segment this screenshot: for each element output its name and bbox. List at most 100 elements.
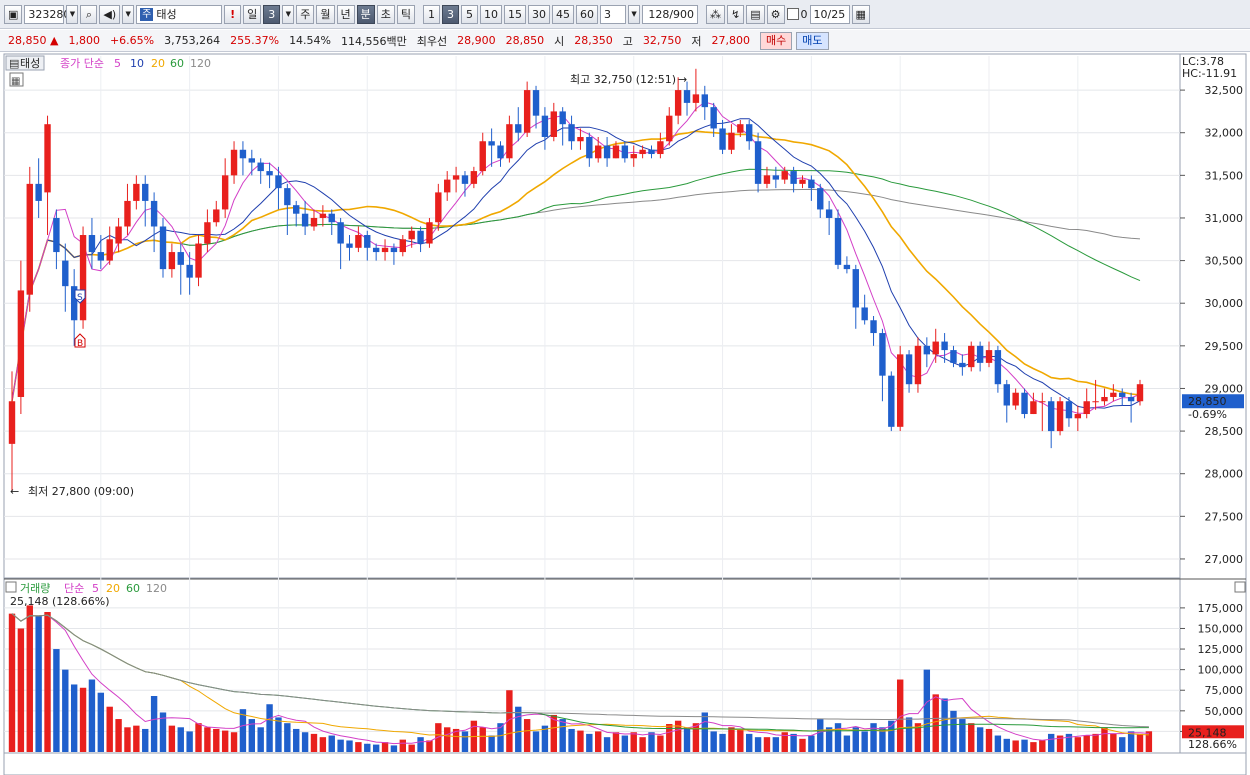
candle-body <box>328 213 335 223</box>
period-minute-button[interactable]: 분 <box>356 4 375 24</box>
price-change-pct: +6.65% <box>109 34 155 47</box>
volume-bar <box>399 739 407 752</box>
candle-body <box>1039 401 1046 403</box>
ma-line <box>11 130 1141 402</box>
save-icon[interactable]: ▤ <box>746 4 765 24</box>
candle-body <box>968 345 975 368</box>
price-tick-label: 31,000 <box>1205 212 1244 225</box>
candle-body <box>959 362 966 368</box>
high-price: 32,750 <box>642 34 682 47</box>
candle-body <box>692 94 700 103</box>
price-tick-label: 32,000 <box>1205 127 1244 140</box>
legend-ma5: 5 <box>114 57 121 70</box>
indicator-icon[interactable]: ⁂ <box>706 4 726 24</box>
price-change: 1,800 <box>68 34 100 47</box>
stock-code-input[interactable]: 323280 <box>24 4 70 24</box>
period-day-button[interactable]: 일 <box>243 4 262 24</box>
price-tick-label: 27,500 <box>1205 510 1244 523</box>
interval-5-button[interactable]: 5 <box>461 4 479 24</box>
candle-body <box>666 115 673 142</box>
gear-icon[interactable]: ⚙ <box>766 4 785 24</box>
volume-bar <box>923 669 931 752</box>
date-input[interactable]: 10/25 <box>809 4 850 24</box>
period-day-count[interactable]: 3 <box>263 4 281 24</box>
candle-body <box>355 235 362 248</box>
candle-body <box>35 183 42 201</box>
calendar-icon[interactable]: ▦ <box>851 4 870 24</box>
interval-45-button[interactable]: 45 <box>552 4 575 24</box>
volume-bar <box>506 690 513 752</box>
period-week-button[interactable]: 주 <box>296 4 315 24</box>
sell-button[interactable]: 매도 <box>796 31 829 50</box>
interval-1-button[interactable]: 1 <box>423 4 441 24</box>
volume-tick-label: 125,000 <box>1198 643 1244 656</box>
volume-bar <box>381 742 389 752</box>
speaker-icon[interactable]: ◀) <box>99 4 121 24</box>
volume-bar <box>719 733 726 752</box>
volume-bar <box>355 742 362 752</box>
volume-settings-icon[interactable] <box>5 581 17 593</box>
volume-bar <box>1136 733 1144 752</box>
magnifier-icon[interactable]: ⌕ <box>80 4 98 24</box>
candle-body <box>1110 392 1117 397</box>
legend-ma20: 20 <box>151 57 165 70</box>
interval-3-button[interactable]: 3 <box>442 4 460 24</box>
current-volume-tag <box>1182 725 1244 739</box>
volume-bar <box>390 745 398 752</box>
high-annotation: 최고 32,750 (12:51) <box>570 73 676 86</box>
candle-body <box>932 341 939 355</box>
checkbox[interactable] <box>786 8 799 20</box>
volume-bar <box>293 728 300 752</box>
candle-body <box>976 345 984 363</box>
volume-legend-ma20: 20 <box>106 582 120 595</box>
volume-bar <box>346 740 353 752</box>
candle-body <box>1003 384 1010 406</box>
volume-bar <box>221 730 229 752</box>
candle-body <box>150 200 158 227</box>
candle-body <box>639 149 646 155</box>
candle-body <box>293 205 300 214</box>
interval-60-button[interactable]: 60 <box>576 4 599 24</box>
chevron-down-icon[interactable]: ▼ <box>628 4 641 24</box>
chevron-down-icon[interactable]: ▼ <box>66 4 79 24</box>
drawing-icon[interactable]: ↯ <box>727 4 745 24</box>
period-month-button[interactable]: 월 <box>316 4 335 24</box>
interval-10-button[interactable]: 10 <box>480 4 503 24</box>
chevron-down-icon[interactable]: ▼ <box>122 4 135 24</box>
buy-button[interactable]: 매수 <box>760 31 793 50</box>
settings-button[interactable] <box>5 55 45 71</box>
table-icon[interactable] <box>9 72 24 87</box>
volume-bar <box>310 733 318 752</box>
window-icon[interactable]: ▣ <box>4 4 23 24</box>
period-tick-button[interactable]: 틱 <box>396 4 416 24</box>
volume-scroll-icon[interactable] <box>1234 581 1246 593</box>
candle-body <box>213 209 220 223</box>
volume-bar <box>301 732 309 752</box>
price-tick-label: 31,500 <box>1205 169 1244 182</box>
volume-bar <box>648 732 655 752</box>
volume-legend-ma120: 120 <box>146 582 167 595</box>
candle-body <box>834 217 842 265</box>
price-tick-label: 28,500 <box>1205 425 1244 438</box>
candle-body <box>843 264 851 270</box>
count-field[interactable]: 128/900 <box>642 4 699 24</box>
volume-bar <box>1101 727 1108 752</box>
stock-name-field[interactable]: 주 태성 <box>136 4 223 24</box>
volume-bar <box>852 727 859 752</box>
volume-bar <box>914 723 922 752</box>
interval-select[interactable]: 3 <box>600 4 627 24</box>
interval-30-button[interactable]: 30 <box>528 4 551 24</box>
interval-15-button[interactable]: 15 <box>504 4 527 24</box>
candle-body <box>506 124 513 159</box>
period-year-button[interactable]: 년 <box>336 4 355 24</box>
chevron-down-icon[interactable]: ▼ <box>282 4 295 24</box>
candle-body <box>1101 396 1108 402</box>
period-second-button[interactable]: 초 <box>376 4 395 24</box>
alert-button[interactable]: ! <box>224 4 242 24</box>
toolbar: ▣ 323280 ▼ ⌕ ◀) ▼ 주 태성 ! 일 3 ▼ 주 월 년 분 초… <box>0 0 1250 29</box>
candle-body <box>364 235 371 248</box>
candle-body <box>8 401 16 444</box>
volume-bar <box>408 744 415 752</box>
chart-canvas[interactable]: 32,500 32,000 31,500 31,000 30,500 30,000 29,5… <box>0 52 1250 775</box>
volume-bar <box>737 728 744 752</box>
